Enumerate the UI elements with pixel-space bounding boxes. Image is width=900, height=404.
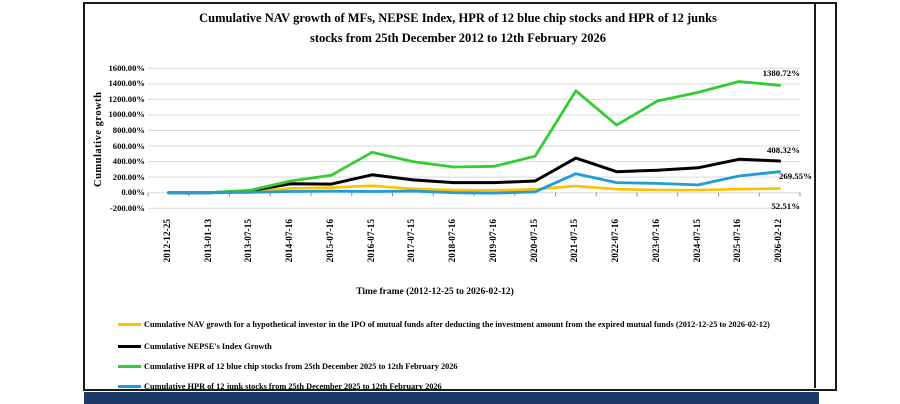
y-tick-label: 600.00% (112, 140, 145, 151)
legend-item-junk: Cumulative HPR of 12 junk stocks from 25… (118, 380, 442, 392)
x-tick-label: 2021-07-15 (570, 219, 581, 263)
x-tick-label: 2018-07-16 (448, 219, 459, 263)
data-label-blue-chip: 1380.72% (762, 68, 800, 79)
y-tick-label: 1000.00% (108, 109, 145, 120)
y-tick-label: 1600.00% (108, 62, 145, 73)
x-tick-label: 2014-07-16 (285, 219, 296, 263)
chart-title: Cumulative NAV growth of MFs, NEPSE Inde… (100, 8, 816, 48)
legend-label-junk: Cumulative HPR of 12 junk stocks from 25… (144, 381, 442, 391)
y-tick-label: 400.00% (112, 156, 145, 167)
legend-item-nepse: Cumulative NEPSE's Index Growth (118, 340, 272, 352)
x-tick-label: 2019-07-16 (488, 219, 499, 263)
legend-label-nepse: Cumulative NEPSE's Index Growth (144, 341, 272, 351)
blue-chip-line-swatch (118, 364, 141, 368)
x-tick-label: 2026-02-12 (774, 219, 785, 263)
x-tick-label: 2013-07-15 (244, 219, 255, 263)
nav-line-swatch (118, 322, 141, 326)
x-tick-label: 2020-07-15 (529, 219, 540, 263)
y-tick-label: -200.00% (109, 202, 145, 213)
x-tick-label: 2015-07-16 (325, 219, 336, 263)
x-tick-label: 2023-07-16 (651, 219, 662, 263)
chart-title-line2: stocks from 25th December 2012 to 12th F… (309, 31, 607, 45)
chart-right-edge-line (814, 3, 816, 388)
legend-label-blue-chip: Cumulative HPR of 12 blue chip stocks fr… (144, 361, 458, 371)
y-tick-label: 0.00% (121, 187, 145, 198)
x-tick-label: 2012-12-25 (162, 219, 173, 263)
chart-title-line1: Cumulative NAV growth of MFs, NEPSE Inde… (199, 11, 717, 25)
window-title-bar[interactable] (84, 392, 819, 404)
x-tick-label: 2017-07-15 (407, 219, 418, 263)
y-tick-label: 200.00% (112, 171, 145, 182)
x-tick-label: 2016-07-15 (366, 219, 377, 263)
x-axis-title: Time frame (2012-12-25 to 2026-02-12) (356, 287, 514, 297)
chart-frame (83, 2, 837, 391)
nepse-line-swatch (118, 344, 141, 348)
y-tick-label: 1400.00% (108, 78, 145, 89)
x-tick-label: 2022-07-16 (611, 219, 622, 263)
junk-line-swatch (118, 384, 141, 388)
x-tick-label: 2025-07-16 (733, 219, 744, 263)
x-tick-label: 2013-01-13 (203, 219, 214, 263)
x-tick-label: 2024-07-15 (692, 219, 703, 263)
y-tick-label: 800.00% (112, 125, 145, 135)
legend-label-nav: Cumulative NAV growth for a hypothetical… (144, 319, 770, 329)
data-label-junk: 269.55% (779, 170, 812, 181)
legend-item-blue-chip: Cumulative HPR of 12 blue chip stocks fr… (118, 360, 458, 372)
legend-item-nav: Cumulative NAV growth for a hypothetical… (118, 318, 770, 330)
y-tick-label: 1200.00% (108, 93, 145, 104)
data-label-nepse: 408.32% (767, 144, 800, 155)
data-label-nav: 52.51% (771, 200, 800, 211)
